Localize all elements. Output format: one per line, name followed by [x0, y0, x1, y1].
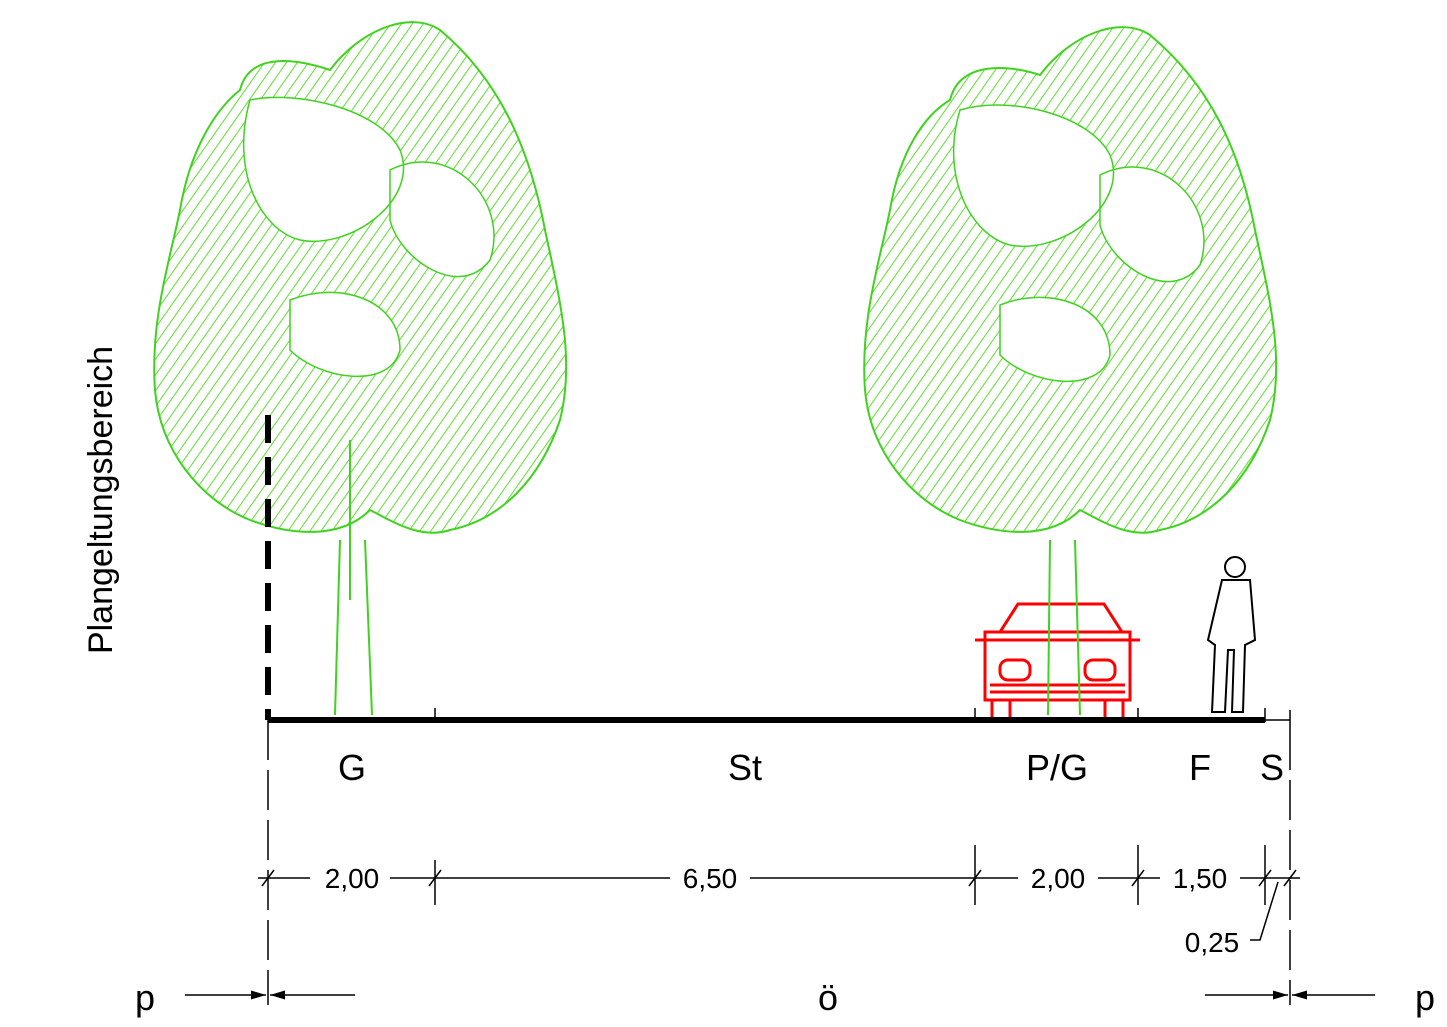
tree-left	[153, 21, 568, 716]
boundary-label: ö	[818, 977, 838, 1018]
dimension-label: 2,00	[1031, 863, 1086, 894]
zone-label: St	[728, 747, 762, 788]
zone-label: S	[1260, 747, 1284, 788]
dimension-label: 0,25	[1185, 927, 1240, 958]
dimension-label: 2,00	[325, 863, 380, 894]
tree-right	[863, 26, 1278, 534]
dimension-label: 1,50	[1173, 863, 1228, 894]
tree-right-trunk	[1047, 539, 1081, 716]
person	[1206, 556, 1257, 713]
car	[975, 602, 1140, 722]
zone-label: F	[1189, 747, 1211, 788]
zone-label: G	[338, 747, 366, 788]
boundary-label: p	[1415, 977, 1435, 1018]
boundary-label: p	[135, 977, 155, 1018]
zone-ticks	[258, 708, 1300, 1005]
dimension-label: 6,50	[683, 863, 738, 894]
zone-label: P/G	[1026, 747, 1088, 788]
side-label: Plangeltungsbereich	[82, 346, 120, 654]
